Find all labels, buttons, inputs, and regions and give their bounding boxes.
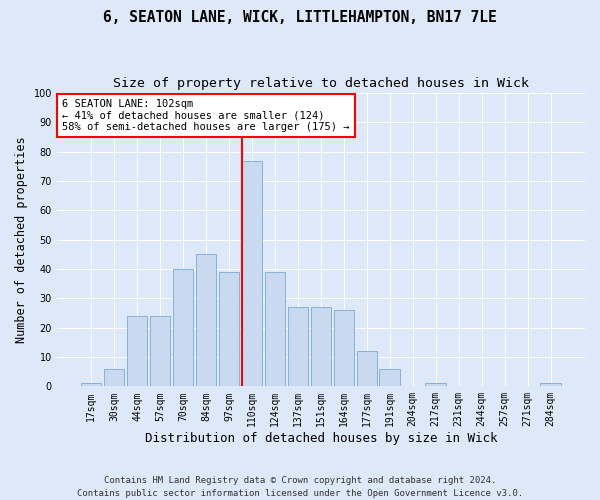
Y-axis label: Number of detached properties: Number of detached properties — [15, 136, 28, 343]
Bar — [265, 272, 285, 386]
Bar — [242, 160, 262, 386]
Bar — [150, 316, 170, 386]
Bar — [81, 384, 101, 386]
Bar — [196, 254, 217, 386]
Bar — [218, 272, 239, 386]
Bar — [334, 310, 354, 386]
Bar — [425, 384, 446, 386]
Bar — [356, 351, 377, 386]
Text: 6, SEATON LANE, WICK, LITTLEHAMPTON, BN17 7LE: 6, SEATON LANE, WICK, LITTLEHAMPTON, BN1… — [103, 10, 497, 25]
Text: 6 SEATON LANE: 102sqm
← 41% of detached houses are smaller (124)
58% of semi-det: 6 SEATON LANE: 102sqm ← 41% of detached … — [62, 99, 350, 132]
Bar — [541, 384, 561, 386]
Title: Size of property relative to detached houses in Wick: Size of property relative to detached ho… — [113, 78, 529, 90]
Bar — [287, 307, 308, 386]
Text: Contains HM Land Registry data © Crown copyright and database right 2024.
Contai: Contains HM Land Registry data © Crown c… — [77, 476, 523, 498]
Bar — [104, 368, 124, 386]
Bar — [311, 307, 331, 386]
Bar — [379, 368, 400, 386]
Bar — [173, 269, 193, 386]
X-axis label: Distribution of detached houses by size in Wick: Distribution of detached houses by size … — [145, 432, 497, 445]
Bar — [127, 316, 148, 386]
